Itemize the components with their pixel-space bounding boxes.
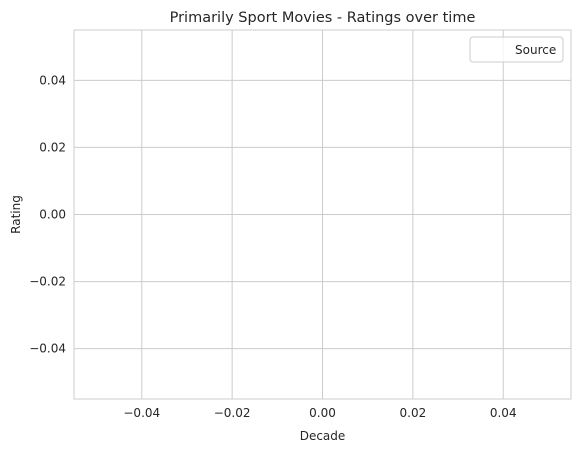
y-tick-label: −0.04 bbox=[29, 342, 66, 356]
y-tick-label: 0.00 bbox=[39, 208, 66, 222]
x-tick-label: 0.00 bbox=[309, 406, 336, 420]
legend-box bbox=[469, 36, 564, 63]
x-tick-label: 0.04 bbox=[490, 406, 517, 420]
y-tick-label: −0.02 bbox=[29, 275, 66, 289]
x-tick-label: 0.02 bbox=[400, 406, 427, 420]
y-tick-label: 0.02 bbox=[39, 140, 66, 154]
x-tick-label: −0.02 bbox=[214, 406, 251, 420]
y-tick-label: 0.04 bbox=[39, 73, 66, 87]
x-tick-label: −0.04 bbox=[123, 406, 160, 420]
y-axis-label: Rating bbox=[9, 195, 23, 234]
x-axis-label: Decade bbox=[300, 429, 346, 443]
plot-frame bbox=[73, 29, 572, 400]
legend: Source bbox=[469, 36, 564, 63]
chart-title: Primarily Sport Movies - Ratings over ti… bbox=[170, 10, 476, 26]
legend-entry-source: Source bbox=[515, 43, 556, 57]
tick-labels: −0.04 −0.02 0.00 0.02 0.04 −0.04 −0.02 0.00 0.02… bbox=[29, 73, 516, 420]
grid bbox=[74, 30, 571, 399]
